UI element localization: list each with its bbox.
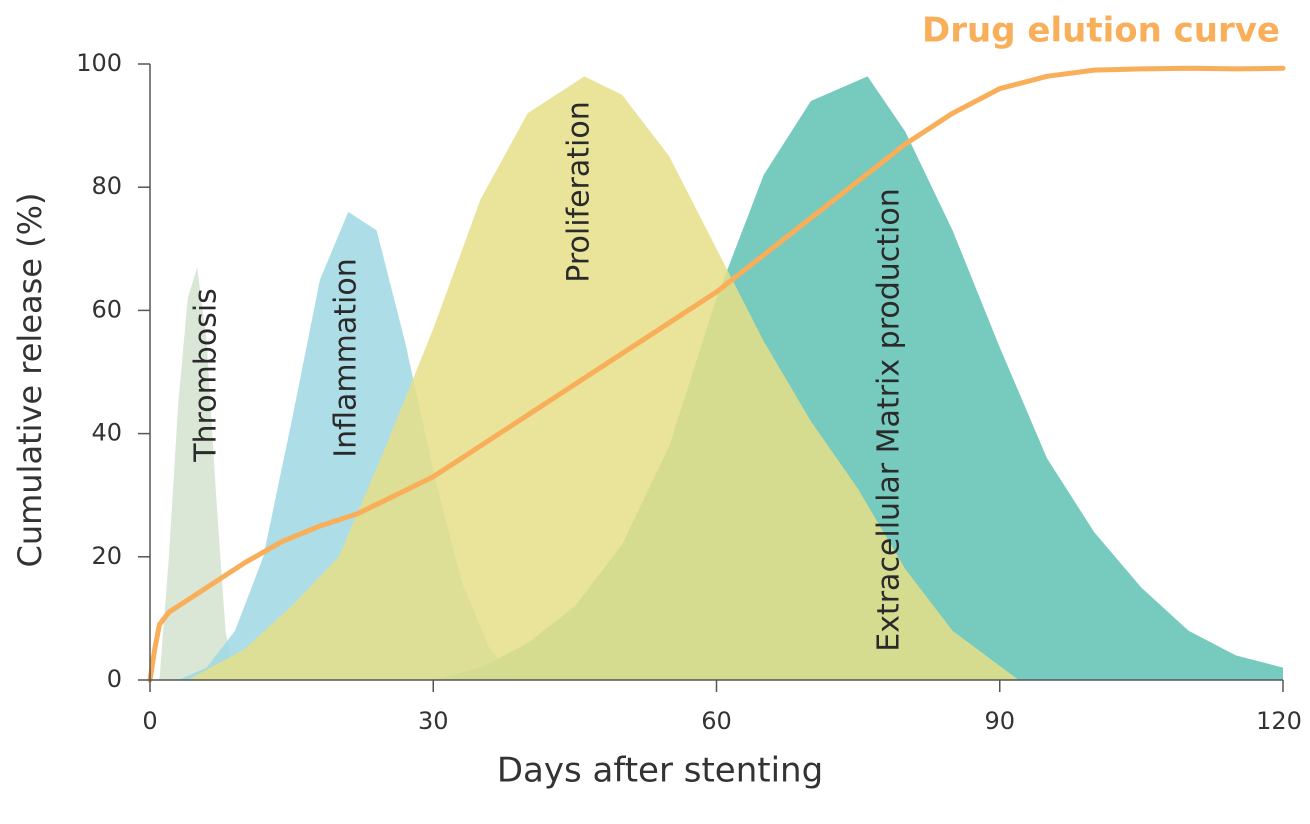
y-tick-label: 60 <box>91 295 122 323</box>
area <box>159 267 235 680</box>
plot-area <box>147 65 1286 683</box>
y-tick-label: 80 <box>91 172 122 200</box>
x-axis-label: Days after stenting <box>497 751 823 791</box>
x-tick-label: 60 <box>701 707 732 735</box>
x-tick-label: 30 <box>418 707 449 735</box>
series-label: Proliferation <box>562 101 597 282</box>
y-tick-label: 100 <box>76 49 122 77</box>
x-tick-label: 90 <box>984 707 1015 735</box>
series-label: Thrombosis <box>189 288 224 463</box>
legend-label: Drug elution curve <box>922 11 1280 51</box>
x-tick-label: 120 <box>1256 707 1302 735</box>
x-tick-label: 0 <box>142 707 157 735</box>
y-axis-label: Cumulative release (%) <box>11 192 49 567</box>
y-tick-label: 20 <box>91 542 122 570</box>
line <box>147 65 1286 683</box>
y-tick-label: 40 <box>91 419 122 447</box>
series-label: Extracellular Matrix production <box>872 188 907 652</box>
area <box>187 76 1019 680</box>
y-tick-label: 0 <box>107 665 122 693</box>
series-label: Inflammation <box>329 258 364 457</box>
